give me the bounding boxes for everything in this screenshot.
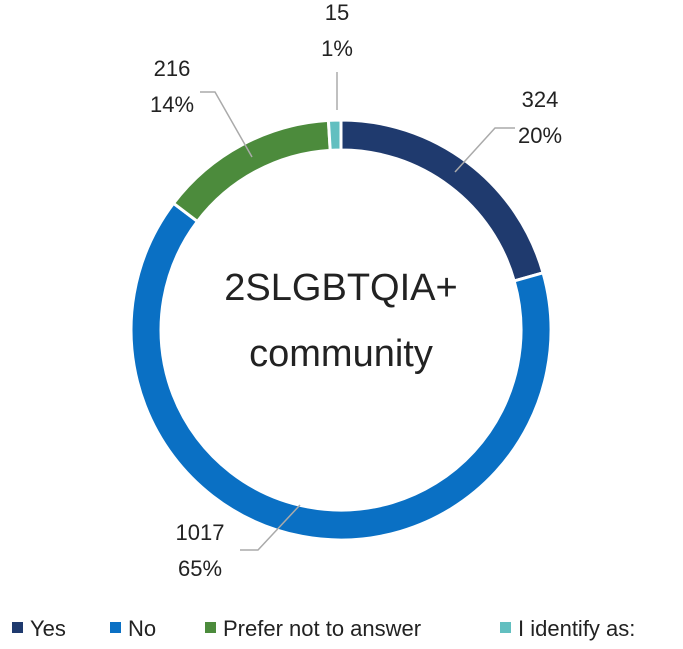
data-label: 15 <box>325 0 349 25</box>
legend-marker <box>12 622 23 633</box>
data-label: 216 <box>154 56 191 81</box>
leader-line <box>240 504 301 551</box>
legend-label: I identify as: <box>518 616 635 641</box>
data-label: 324 <box>522 87 559 112</box>
center-text: 2SLGBTQIA+ <box>224 267 457 309</box>
data-label: 1017 <box>176 520 225 545</box>
donut-slice <box>339 118 545 283</box>
legend-label: No <box>128 616 156 641</box>
leader-line <box>200 91 253 158</box>
legend-label: Yes <box>30 616 66 641</box>
data-label: 65% <box>178 556 222 581</box>
center-text: community <box>249 333 433 375</box>
legend-marker <box>205 622 216 633</box>
leader-line <box>454 127 515 173</box>
data-label: 1% <box>321 36 353 61</box>
data-label: 20% <box>518 123 562 148</box>
data-label: 14% <box>150 92 194 117</box>
donut-slice <box>326 118 343 152</box>
donut-slice <box>129 201 553 542</box>
legend-marker <box>500 622 511 633</box>
legend-marker <box>110 622 121 633</box>
donut-slice <box>171 118 332 224</box>
legend-label: Prefer not to answer <box>223 616 421 641</box>
